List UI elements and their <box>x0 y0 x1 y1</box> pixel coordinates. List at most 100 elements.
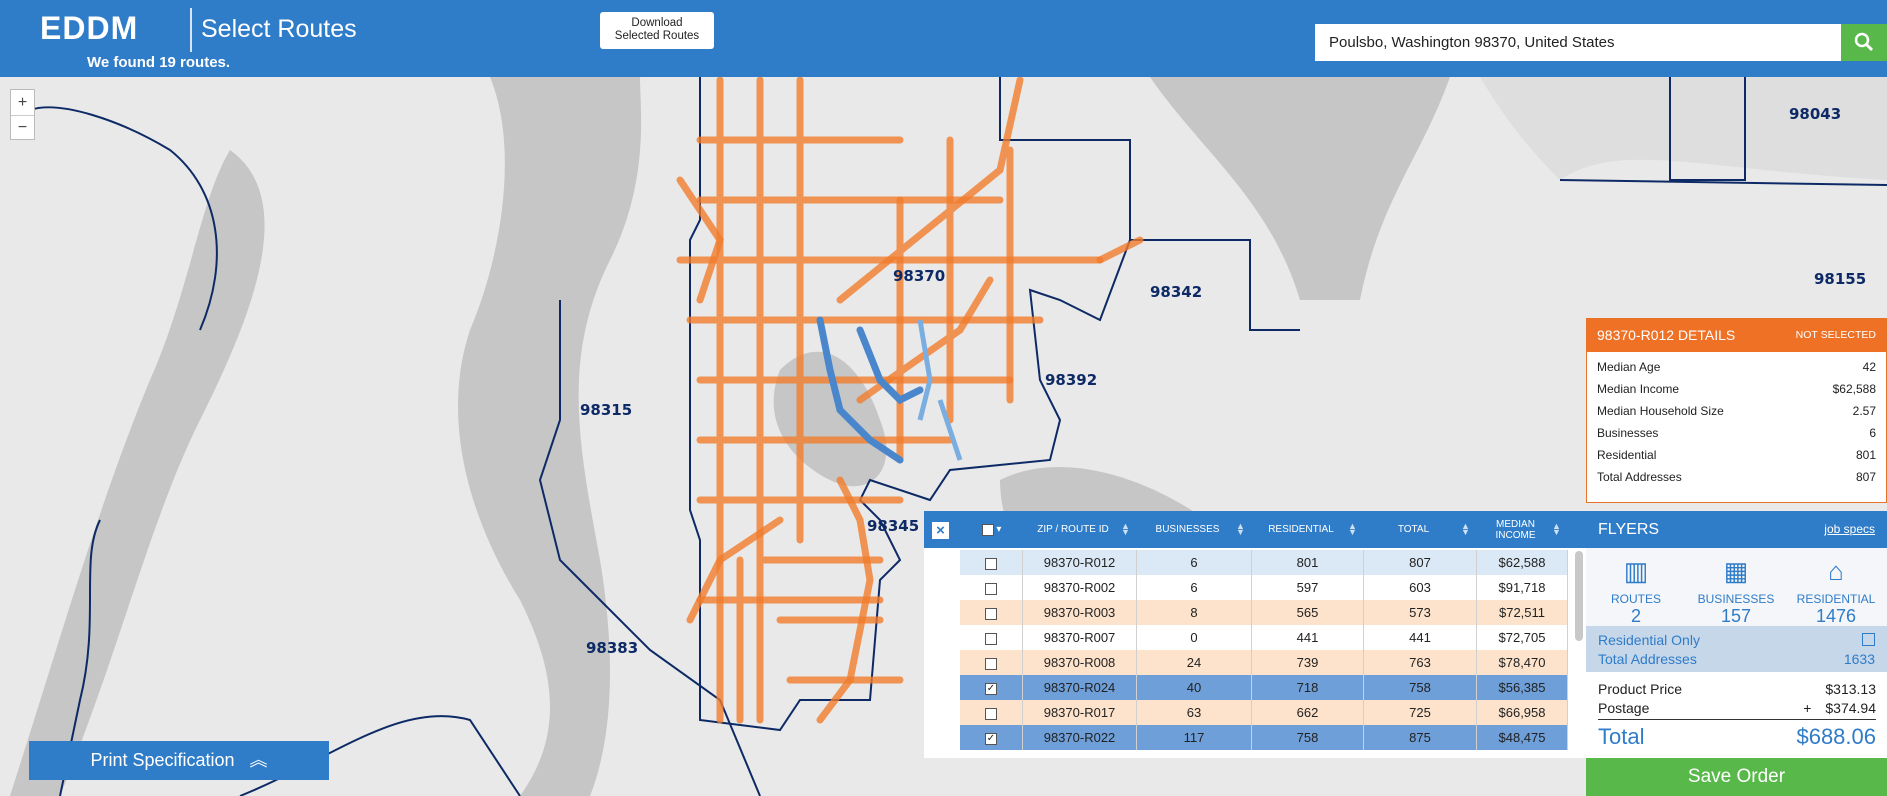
value: 807 <box>1855 470 1876 484</box>
routes <box>676 76 1144 724</box>
details-title: 98370-R012 DETAILS <box>1597 327 1736 343</box>
column-header[interactable]: TOTAL <box>1397 524 1430 535</box>
separator <box>190 8 192 52</box>
cell: 565 <box>1252 600 1364 625</box>
sort-icon: ▲ ▼ <box>1236 521 1245 537</box>
close-button[interactable]: × <box>932 522 949 539</box>
zoom-out[interactable]: − <box>17 119 28 136</box>
column-header[interactable]: ZIP / ROUTE ID <box>1037 524 1109 535</box>
routes-table: × ▾ ZIP / ROUTE ID ▲ ▼ BUSINESSES ▲ ▼ RESIDENT… <box>924 511 1586 758</box>
zip-label: 98392 <box>1045 371 1097 389</box>
detail-row: Total Addresses 807 <box>1587 466 1886 488</box>
table-row[interactable]: 98370-R003 8 565 573 $72,511 <box>960 600 1568 625</box>
cell: 739 <box>1252 650 1364 675</box>
table-row[interactable]: ✓ 98370-R024 40 718 758 $56,385 <box>960 675 1568 700</box>
cell: 6 <box>1137 575 1252 600</box>
cell: 8 <box>1137 600 1252 625</box>
search-icon <box>1854 32 1874 52</box>
stat-label: ROUTES <box>1610 592 1661 606</box>
select-cell <box>960 600 1023 625</box>
cell: 801 <box>1252 550 1364 575</box>
selected-routes <box>816 316 924 464</box>
table-row[interactable]: 98370-R002 6 597 603 $91,718 <box>960 575 1568 600</box>
zoom-in[interactable]: + <box>11 90 34 116</box>
checkbox[interactable]: ✓ <box>985 682 997 695</box>
job-specs-link[interactable]: job specs <box>1824 522 1875 536</box>
value: 801 <box>1855 448 1876 462</box>
stat-label: RESIDENTIAL <box>1796 592 1876 606</box>
download-button[interactable]: Download Selected Routes <box>600 12 714 49</box>
checkbox[interactable] <box>985 557 997 570</box>
cell: 662 <box>1252 700 1364 725</box>
value: 42 <box>1862 360 1876 374</box>
icon: ⌂ <box>1828 556 1844 586</box>
cell: $62,588 <box>1477 550 1568 575</box>
flyers-title: FLYERS <box>1598 521 1660 538</box>
detail-row: Median Age 42 <box>1587 356 1886 378</box>
cell: 875 <box>1364 725 1477 750</box>
cell: 98370-R012 <box>1023 550 1137 575</box>
cell: 6 <box>1137 550 1252 575</box>
checkbox[interactable] <box>985 607 997 620</box>
label: Residential <box>1597 448 1657 462</box>
checkbox[interactable] <box>985 632 997 645</box>
cell: 98370-R024 <box>1023 675 1137 700</box>
stat-value: 2 <box>1630 606 1641 626</box>
zip-label: 98370 <box>893 267 945 285</box>
table-row[interactable]: 98370-R007 0 441 441 $72,705 <box>960 625 1568 650</box>
detail-row: Median Income $62,588 <box>1587 378 1886 400</box>
postage: Postage $374.94 + <box>1598 700 1876 720</box>
value: $688.06 <box>1796 724 1876 749</box>
cell: $48,475 <box>1477 725 1568 750</box>
table-row[interactable]: ✓ 98370-R022 117 758 875 $48,475 <box>960 725 1568 750</box>
label: Median Income <box>1597 382 1680 396</box>
stats: ▥ ROUTES 2 ▦ BUSINESSES 157 ⌂ RESIDENTIAL 1476 <box>1586 548 1887 626</box>
search-input[interactable]: Poulsbo, Washington 98370, United States <box>1315 24 1841 61</box>
select-cell <box>960 700 1023 725</box>
stat-value: 1476 <box>1815 606 1857 626</box>
header: EDDM Select Routes We found 19 routes. D… <box>0 0 1887 77</box>
checkbox[interactable] <box>985 582 997 595</box>
checkbox[interactable] <box>985 657 997 670</box>
column-header[interactable]: BUSINESSES <box>1155 524 1220 535</box>
zip-label: 98315 <box>580 401 632 419</box>
select-cell <box>960 575 1023 600</box>
table-header: × ▾ ZIP / ROUTE ID ▲ ▼ BUSINESSES ▲ ▼ RESIDENT… <box>924 511 1586 548</box>
select-all[interactable]: ▾ <box>960 511 1023 548</box>
select-cell <box>960 550 1023 575</box>
value: $62,588 <box>1832 382 1876 396</box>
cell: $56,385 <box>1477 675 1568 700</box>
cell: 758 <box>1252 725 1364 750</box>
cell: 758 <box>1364 675 1477 700</box>
label: Product Price <box>1598 681 1683 697</box>
value: 2.57 <box>1852 404 1876 418</box>
column-header[interactable]: MEDIAN INCOME <box>1495 518 1536 541</box>
product-price: Product Price $313.13 <box>1598 681 1876 700</box>
detail-row: Businesses 6 <box>1587 422 1886 444</box>
plus: + <box>1803 700 1812 716</box>
scrollbar[interactable] <box>1575 551 1583 641</box>
checkbox[interactable] <box>985 707 997 720</box>
value: $374.94 <box>1825 700 1876 716</box>
column-header[interactable]: RESIDENTIAL <box>1268 524 1334 535</box>
checkbox[interactable]: ✓ <box>985 732 997 745</box>
save-order-button[interactable]: Save Order <box>1586 758 1887 796</box>
table-row[interactable]: 98370-R008 24 739 763 $78,470 <box>960 650 1568 675</box>
select-cell: ✓ <box>960 725 1023 750</box>
print-specification-button[interactable]: Print Specification ︽ <box>29 741 329 780</box>
table-row[interactable]: 98370-R017 63 662 725 $66,958 <box>960 700 1568 725</box>
page-title: Select Routes <box>201 15 357 43</box>
label: Postage <box>1598 700 1650 716</box>
cell: 718 <box>1252 675 1364 700</box>
value: $313.13 <box>1825 681 1876 697</box>
label: Total <box>1598 724 1645 749</box>
details-header: 98370-R012 DETAILS NOT SELECTED <box>1587 319 1886 352</box>
cell: 0 <box>1137 625 1252 650</box>
residential-only: Residential Only <box>1598 632 1700 648</box>
search-button[interactable] <box>1841 24 1887 61</box>
checkbox[interactable] <box>1862 633 1875 646</box>
label: Businesses <box>1597 426 1659 440</box>
cell: 98370-R003 <box>1023 600 1137 625</box>
table-row[interactable]: 98370-R012 6 801 807 $62,588 <box>960 550 1568 575</box>
label: Median Age <box>1597 360 1661 374</box>
